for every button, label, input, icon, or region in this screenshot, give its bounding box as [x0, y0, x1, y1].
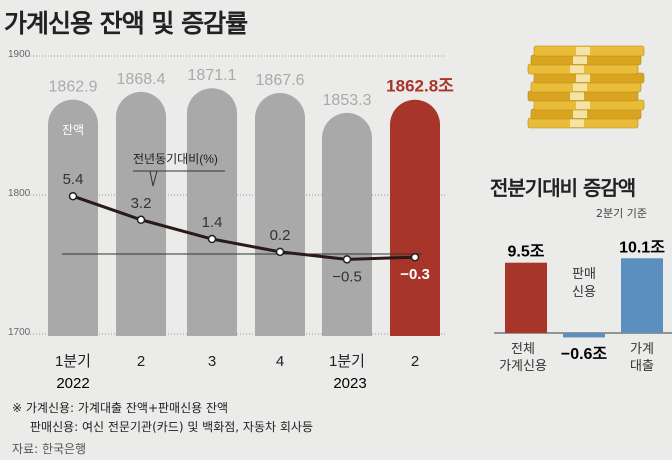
balance-bar	[322, 112, 372, 336]
right-chart-subtitle: 2분기 기준	[596, 207, 647, 220]
balance-bar	[390, 99, 440, 336]
yoy-label: 5.4	[63, 171, 84, 188]
note-2: 판매신용: 여신 전문기관(카드) 및 백화점, 자동차 회사등	[30, 420, 313, 434]
gold-band-icon	[576, 74, 590, 82]
change-value-label: 10.1조	[619, 239, 665, 256]
change-bar	[505, 262, 547, 333]
gold-band-icon	[573, 83, 587, 91]
x-tick-label: 4	[276, 353, 284, 370]
yoy-point	[342, 255, 352, 264]
x-tick-label: 2	[137, 353, 145, 370]
balance-label: 잔액	[62, 123, 84, 137]
gold-band-icon	[570, 92, 584, 100]
gold-band-icon	[576, 47, 590, 55]
balance-bar	[48, 99, 98, 336]
balance-bar	[116, 91, 166, 336]
bar-value-label: 1868.4	[117, 71, 166, 88]
x-tick-label: 1분기	[55, 353, 91, 370]
gold-band-icon	[570, 119, 584, 127]
note-1: ※ 가계신용: 가계대출 잔액+판매신용 잔액	[12, 401, 229, 415]
x-tick-label: 3	[208, 353, 216, 370]
bar-value-label: 1853.3	[323, 92, 372, 109]
y-tick-label: 1800	[8, 188, 31, 199]
gold-band-icon	[570, 65, 584, 73]
yoy-point	[68, 191, 78, 201]
change-bar	[621, 258, 663, 333]
balance-bar	[255, 93, 305, 336]
yoy-point	[275, 247, 285, 257]
x-tick-label: 2	[411, 353, 419, 370]
bar-value-label: 1862.8조	[386, 77, 454, 96]
change-bar	[563, 333, 605, 338]
category-label: 판매	[572, 266, 596, 281]
bar-value-label: 1871.1	[188, 67, 237, 84]
category-label: 전체	[511, 341, 535, 356]
gold-band-icon	[573, 56, 587, 64]
category-label: 신용	[572, 284, 596, 299]
bar-value-label: 1867.6	[256, 72, 305, 89]
y-tick-label: 1900	[8, 49, 31, 60]
source: 자료: 한국은행	[12, 442, 87, 456]
yoy-line	[72, 194, 416, 261]
yoy-label: 1.4	[202, 214, 223, 231]
yoy-label: 3.2	[131, 195, 152, 212]
yoy-label: −0.3	[400, 266, 430, 283]
yoy-series-label: 전년동기대비(%)	[133, 152, 218, 166]
gold-band-icon	[573, 110, 587, 118]
category-label: 가계	[630, 341, 654, 356]
change-value-label: −0.6조	[561, 346, 608, 363]
year-label: 2023	[333, 375, 366, 392]
yoy-point	[136, 215, 146, 225]
yoy-label: −0.5	[332, 268, 362, 285]
y-tick-label: 1700	[8, 327, 31, 338]
balance-bar	[187, 88, 237, 336]
category-label: 가계신용	[499, 358, 547, 373]
category-label: 대출	[630, 358, 654, 373]
chart-title: 가계신용 잔액 및 증감률	[4, 9, 248, 38]
bar-value-label: 1862.9	[49, 79, 98, 96]
right-chart-title: 전분기대비 증감액	[490, 176, 636, 200]
gold-band-icon	[576, 101, 590, 109]
change-value-label: 9.5조	[508, 244, 545, 261]
yoy-point	[410, 252, 420, 262]
yoy-label: 0.2	[270, 227, 291, 244]
callout-pointer	[133, 170, 225, 187]
yoy-point	[207, 234, 217, 244]
year-label: 2022	[56, 375, 89, 392]
x-tick-label: 1분기	[329, 353, 365, 370]
